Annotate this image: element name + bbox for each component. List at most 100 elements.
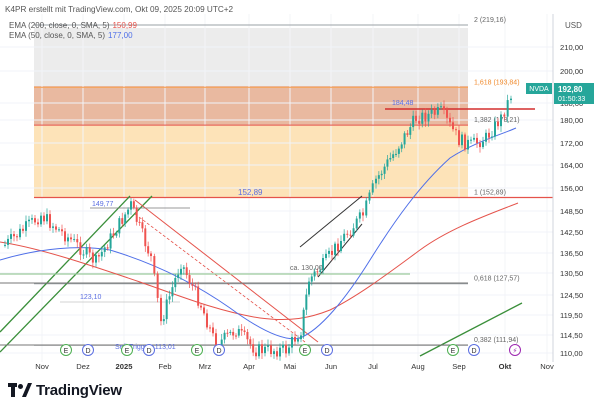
- x-tick-label: Jul: [368, 362, 378, 371]
- candle-body: [232, 331, 235, 336]
- candle-body: [424, 112, 427, 122]
- candle-body: [313, 271, 316, 277]
- candle-body: [308, 281, 310, 295]
- y-tick-label: 130,50: [560, 269, 583, 278]
- tradingview-footer[interactable]: TradingView: [8, 380, 122, 400]
- candle-body: [206, 313, 208, 328]
- candle-body: [115, 233, 118, 236]
- candle-body: [488, 132, 490, 138]
- dividend-marker: [321, 344, 333, 356]
- candle-body: [349, 234, 352, 236]
- candle-body: [406, 133, 409, 135]
- x-axis[interactable]: Nov Dez 2025 Feb Mrz Apr Mai Jun Jul Aug Sep Okt Nov: [35, 362, 554, 371]
- candle-body: [46, 214, 48, 222]
- candle-body: [255, 352, 257, 357]
- candle-body: [362, 212, 364, 216]
- y-tick-label: 164,00: [560, 161, 583, 170]
- candle-body: [130, 201, 132, 210]
- earnings-marker: [299, 344, 311, 356]
- candle-body: [503, 114, 506, 117]
- dividend-marker: [143, 344, 155, 356]
- candle-body: [383, 166, 386, 174]
- candle-body: [461, 134, 463, 146]
- candle-body: [49, 214, 51, 228]
- candle-body: [252, 344, 255, 353]
- candle-body: [322, 258, 324, 271]
- candle-body: [34, 218, 36, 223]
- candle-body: [282, 344, 284, 348]
- candle-body: [171, 287, 174, 297]
- candle-body: [464, 134, 466, 150]
- fib-label: 1,618 (193,84): [474, 79, 520, 86]
- legend-ema200-label: EMA (200, close, 0, SMA, 5): [9, 21, 110, 30]
- candle-body: [440, 106, 442, 108]
- annotation-label: 184,48: [392, 100, 414, 107]
- legend-ema50[interactable]: EMA (50, close, 0, SMA, 5) 177,00: [9, 31, 133, 40]
- split-marker-icon: [509, 344, 521, 356]
- candle-body: [368, 192, 371, 201]
- candles: [4, 94, 512, 361]
- candle-body: [144, 228, 147, 247]
- candle-body: [377, 175, 380, 179]
- candle-body: [16, 236, 18, 238]
- candle-body: [28, 219, 30, 222]
- x-tick-label: Jun: [325, 362, 337, 371]
- candle-body: [291, 336, 293, 348]
- candle-body: [174, 277, 177, 288]
- candle-body: [73, 239, 76, 241]
- candle-body: [106, 247, 109, 249]
- candle-body: [267, 345, 269, 347]
- candle-body: [58, 229, 60, 231]
- candle-body: [43, 215, 45, 222]
- candle-body: [226, 332, 229, 334]
- fib-label: 1,382 (178,21): [474, 117, 520, 124]
- candle-body: [343, 233, 346, 241]
- candle-body: [127, 209, 130, 215]
- candle-body: [346, 233, 349, 235]
- marker-letter: E: [125, 348, 130, 355]
- legend-ema50-value: 177,00: [108, 31, 133, 40]
- candle-body: [319, 270, 322, 272]
- candle-body: [288, 347, 290, 354]
- x-tick-label: Mrz: [199, 362, 212, 371]
- marker-letter: D: [85, 348, 90, 355]
- candle-body: [482, 141, 484, 148]
- candle-body: [285, 344, 287, 354]
- candle-body: [427, 113, 430, 122]
- candle-body: [118, 218, 121, 234]
- candle-body: [500, 114, 502, 127]
- event-markers[interactable]: E D E D E D E D E D ⚡: [60, 344, 521, 356]
- candle-body: [215, 333, 217, 351]
- price-box: NVDA 192,80 01:50:33: [526, 83, 594, 104]
- y-axis[interactable]: USD210,00200,00188,00180,00172,00164,001…: [560, 21, 583, 358]
- candle-body: [162, 319, 165, 322]
- y-tick-label: 200,00: [560, 67, 583, 76]
- downtrend-line-2: [134, 213, 306, 343]
- candle-body: [337, 243, 339, 252]
- candle-body: [421, 112, 424, 124]
- candle-body: [352, 228, 355, 236]
- y-tick-label: 136,50: [560, 249, 583, 258]
- earnings-marker: [60, 344, 72, 356]
- candle-body: [100, 251, 103, 257]
- downtrend-line: [134, 199, 319, 343]
- legend-ema200[interactable]: EMA (200, close, 0, SMA, 5) 150,99: [9, 21, 137, 30]
- candle-body: [13, 234, 15, 237]
- candle-body: [22, 228, 24, 231]
- candle-body: [103, 247, 106, 252]
- candle-body: [194, 285, 197, 287]
- candle-body: [180, 268, 182, 275]
- y-tick-label: 180,00: [560, 116, 583, 125]
- y-tick-label: 210,00: [560, 43, 583, 52]
- candle-body: [300, 335, 302, 340]
- candle-body: [412, 115, 415, 128]
- x-tick-label: Aug: [411, 362, 425, 371]
- candle-body: [182, 267, 185, 269]
- x-tick-label: Nov: [540, 362, 554, 371]
- candle-body: [403, 133, 406, 145]
- candle-body: [240, 328, 243, 331]
- y-tick-label: 114,50: [560, 331, 583, 340]
- candle-body: [491, 136, 493, 138]
- candle-body: [191, 283, 194, 286]
